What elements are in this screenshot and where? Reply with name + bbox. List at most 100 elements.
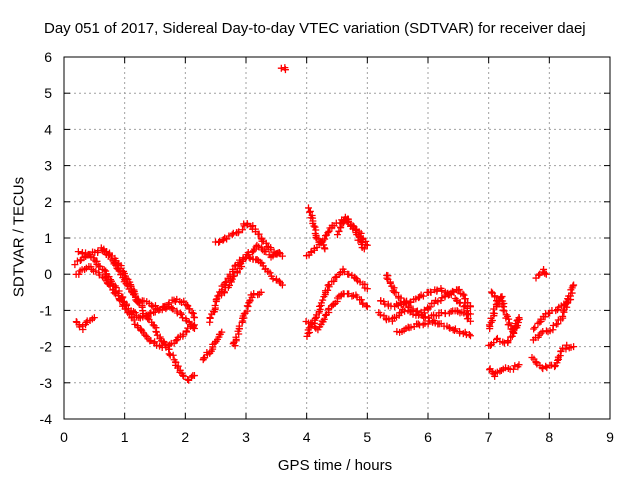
data-point (188, 309, 196, 317)
data-point (99, 247, 107, 255)
y-tick-label: 3 (44, 158, 52, 174)
data-point (100, 266, 108, 274)
data-point (190, 314, 198, 322)
data-point (500, 307, 508, 315)
data-point (242, 255, 250, 263)
data-point (74, 248, 82, 256)
data-point (345, 270, 353, 278)
data-point (141, 331, 149, 339)
data-point (385, 315, 393, 323)
data-point (231, 262, 239, 270)
data-point (466, 332, 474, 340)
data-point (509, 365, 517, 373)
data-point (275, 277, 283, 285)
data-point (569, 282, 577, 290)
data-point (307, 319, 315, 327)
data-point (511, 362, 519, 370)
data-point (504, 337, 512, 345)
data-point (115, 267, 123, 275)
data-point (243, 221, 251, 229)
data-point (255, 230, 263, 238)
data-point (169, 351, 177, 359)
data-point (535, 271, 543, 279)
data-point (413, 307, 421, 315)
y-tick-label: 5 (44, 85, 52, 101)
data-point (559, 312, 567, 320)
data-point (130, 316, 138, 324)
data-point (324, 229, 332, 237)
data-point (129, 307, 137, 315)
data-point (139, 313, 147, 321)
data-point (542, 270, 550, 278)
data-point (80, 254, 88, 262)
x-tick-label: 1 (121, 429, 129, 445)
data-point (319, 296, 327, 304)
y-tick-label: -3 (40, 375, 53, 391)
data-point (414, 320, 422, 328)
data-point (363, 285, 371, 293)
data-point (71, 261, 79, 269)
y-tick-label: 1 (44, 230, 52, 246)
data-point (186, 305, 194, 313)
data-point (105, 273, 113, 281)
data-point (281, 66, 289, 74)
grid (64, 57, 610, 419)
y-tick-label: 4 (44, 121, 52, 137)
data-point (554, 356, 562, 364)
data-point (466, 310, 474, 318)
data-point (257, 258, 265, 266)
data-point (533, 360, 541, 368)
data-point (169, 305, 177, 313)
x-axis-label: GPS time / hours (277, 457, 393, 474)
data-point (180, 372, 188, 380)
data-point (262, 248, 270, 256)
data-point (230, 272, 238, 280)
data-point (438, 287, 446, 295)
data-point (266, 269, 274, 277)
data-point (187, 373, 195, 381)
x-tick-label: 3 (242, 429, 250, 445)
data-point (427, 288, 435, 296)
x-tick-label: 7 (485, 429, 493, 445)
data-point (316, 302, 324, 310)
y-tick-label: -2 (40, 339, 53, 355)
data-point (214, 292, 222, 300)
data-point (433, 286, 441, 294)
y-tick-label: 0 (44, 266, 52, 282)
data-point (540, 265, 548, 273)
data-point (124, 282, 132, 290)
data-point (278, 281, 286, 289)
data-point (216, 237, 224, 245)
data-point (451, 326, 459, 334)
x-tick-label: 2 (181, 429, 189, 445)
data-point (462, 311, 470, 319)
data-point (449, 287, 457, 295)
data-point (218, 328, 226, 336)
data-point (562, 345, 570, 353)
data-point (112, 261, 120, 269)
data-point (338, 220, 346, 228)
data-point (515, 361, 523, 369)
data-point (215, 238, 223, 246)
data-point (531, 323, 539, 331)
data-point (304, 204, 312, 212)
data-point (114, 289, 122, 297)
data-point (437, 309, 445, 317)
data-point (456, 299, 464, 307)
data-point (119, 293, 127, 301)
data-point (549, 321, 557, 329)
data-point (321, 245, 329, 253)
data-point (559, 307, 567, 315)
data-point (445, 323, 453, 331)
data-point (542, 362, 550, 370)
data-point (272, 276, 280, 284)
data-point (179, 314, 187, 322)
chart-title: Day 051 of 2017, Sidereal Day-to-day VTE… (44, 20, 586, 37)
data-point (131, 309, 139, 317)
data-point (107, 276, 115, 284)
data-point (451, 325, 459, 333)
data-point (434, 298, 442, 306)
data-point (183, 328, 191, 336)
data-point (114, 265, 122, 273)
data-point (419, 292, 427, 300)
